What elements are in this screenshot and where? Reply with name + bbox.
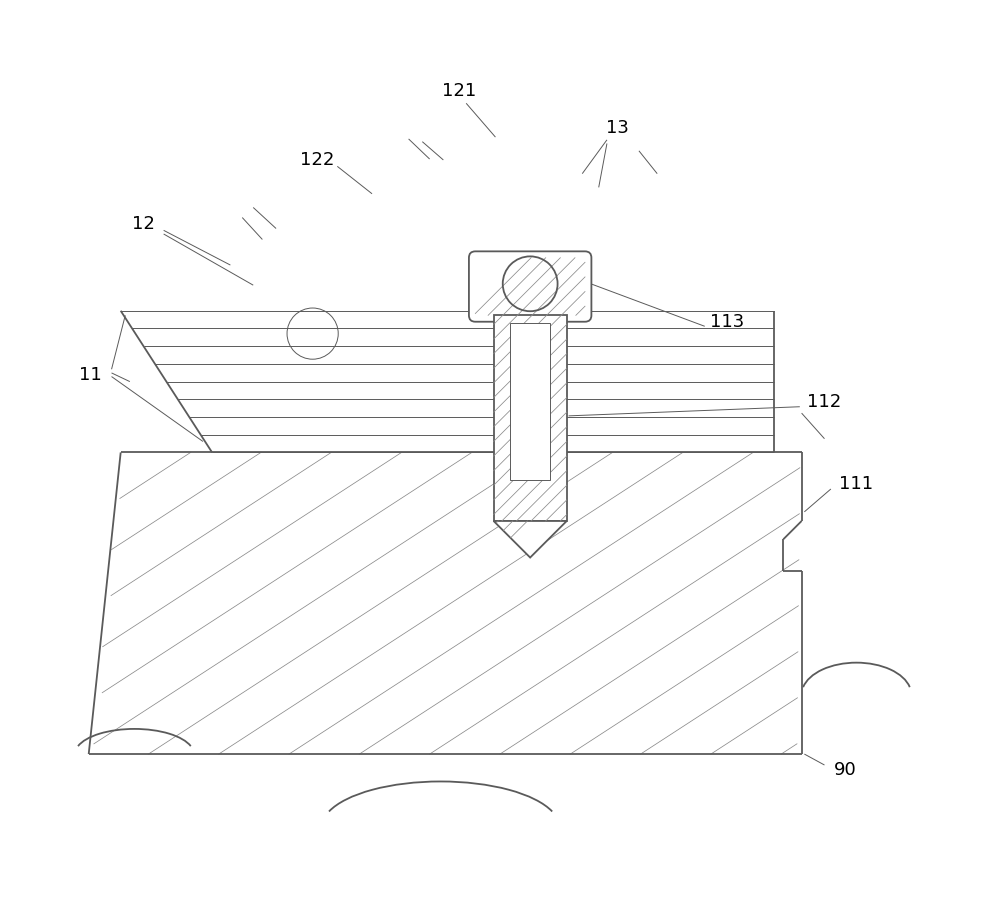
- Bar: [510, 323, 550, 480]
- Bar: [494, 315, 567, 521]
- Text: 112: 112: [807, 393, 842, 411]
- Text: 90: 90: [834, 760, 857, 779]
- Text: 111: 111: [839, 475, 874, 494]
- Polygon shape: [494, 521, 567, 558]
- Text: 121: 121: [442, 82, 476, 101]
- Text: 113: 113: [710, 313, 744, 331]
- FancyBboxPatch shape: [469, 251, 591, 322]
- Text: 122: 122: [300, 151, 334, 169]
- Text: 11: 11: [79, 366, 102, 384]
- Text: 12: 12: [132, 215, 155, 233]
- Text: 13: 13: [606, 119, 628, 137]
